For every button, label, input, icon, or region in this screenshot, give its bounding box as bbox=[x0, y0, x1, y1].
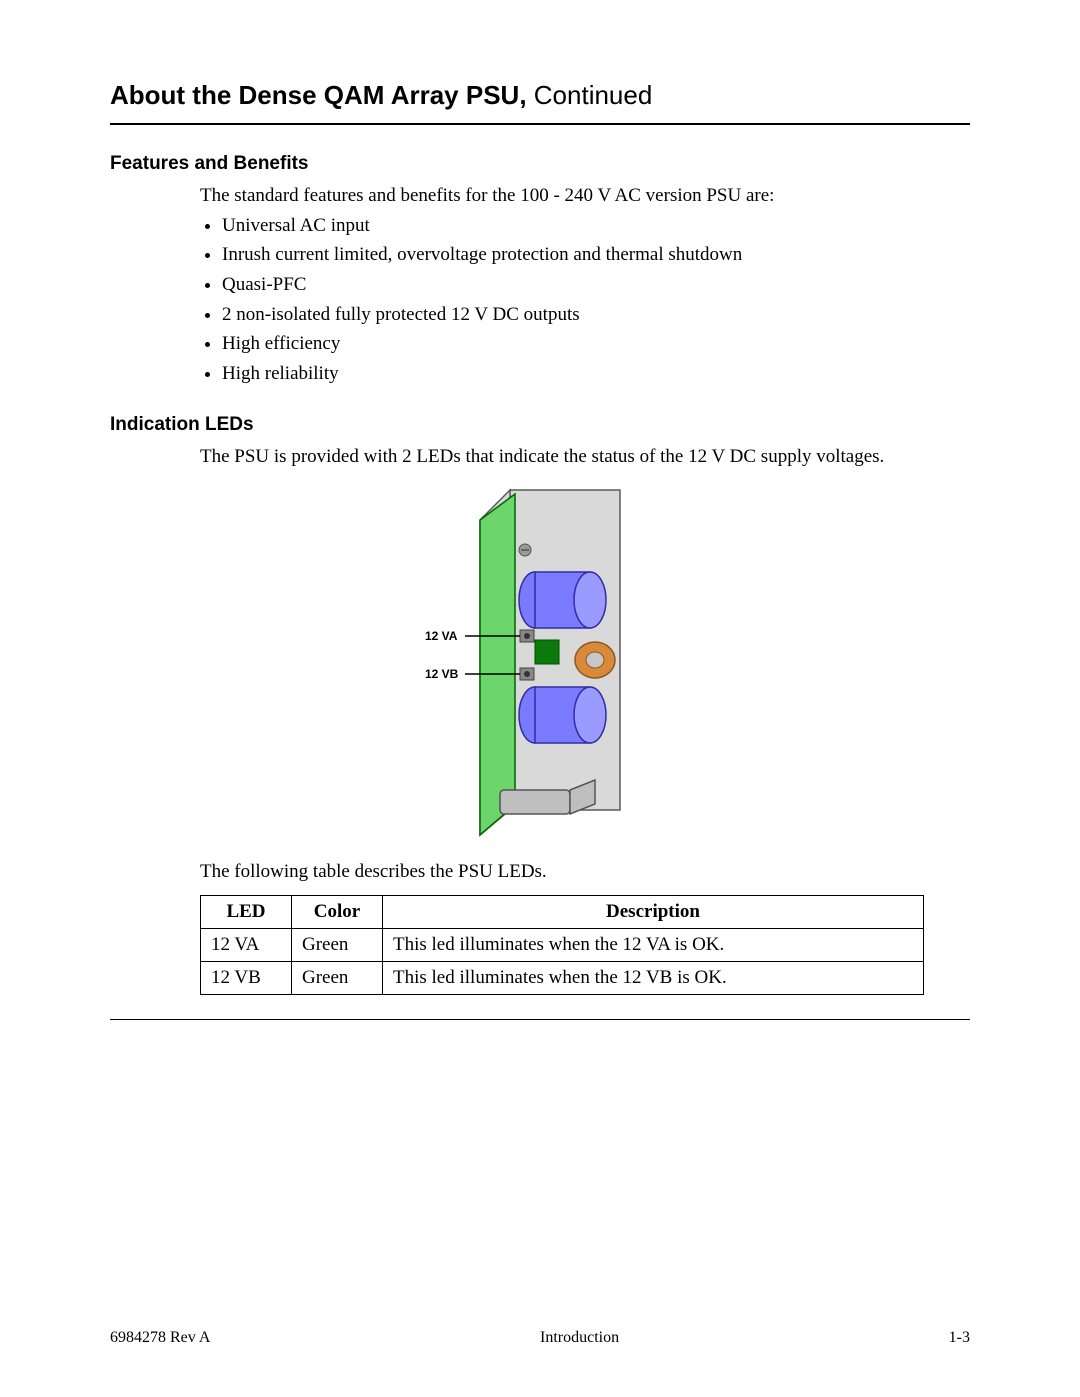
th-desc: Description bbox=[383, 895, 924, 928]
td: Green bbox=[292, 961, 383, 994]
leds-intro: The PSU is provided with 2 LEDs that ind… bbox=[200, 444, 970, 470]
list-item: Universal AC input bbox=[222, 213, 970, 239]
label-12va: 12 VA bbox=[425, 629, 458, 643]
footer-left: 6984278 Rev A bbox=[110, 1329, 210, 1347]
capacitors-bottom bbox=[519, 687, 606, 743]
th-color: Color bbox=[292, 895, 383, 928]
led-12va bbox=[520, 630, 534, 642]
page: About the Dense QAM Array PSU, Continued… bbox=[0, 0, 1080, 1397]
table-header-row: LED Color Description bbox=[201, 895, 924, 928]
page-title-suffix: Continued bbox=[527, 80, 653, 110]
td: 12 VA bbox=[201, 928, 292, 961]
psu-diagram-svg: 12 VA 12 VB bbox=[370, 480, 710, 840]
footer-right: 1-3 bbox=[949, 1329, 970, 1347]
led-12vb bbox=[520, 668, 534, 680]
features-intro: The standard features and benefits for t… bbox=[200, 183, 970, 209]
capacitors-top bbox=[519, 572, 606, 628]
table-row: 12 VA Green This led illuminates when th… bbox=[201, 928, 924, 961]
page-title-main: About the Dense QAM Array PSU, bbox=[110, 80, 527, 110]
list-item: Quasi-PFC bbox=[222, 272, 970, 298]
leds-heading: Indication LEDs bbox=[110, 414, 970, 436]
features-list: Universal AC input Inrush current limite… bbox=[200, 213, 970, 387]
table-row: 12 VB Green This led illuminates when th… bbox=[201, 961, 924, 994]
features-heading: Features and Benefits bbox=[110, 153, 970, 175]
table-intro: The following table describes the PSU LE… bbox=[200, 859, 970, 885]
list-item: 2 non-isolated fully protected 12 V DC o… bbox=[222, 302, 970, 328]
coil bbox=[575, 642, 615, 678]
list-item: High efficiency bbox=[222, 331, 970, 357]
td: Green bbox=[292, 928, 383, 961]
td: 12 VB bbox=[201, 961, 292, 994]
list-item: High reliability bbox=[222, 361, 970, 387]
th-led: LED bbox=[201, 895, 292, 928]
footer-center: Introduction bbox=[540, 1329, 619, 1347]
psu-diagram: 12 VA 12 VB bbox=[110, 480, 970, 845]
td: This led illuminates when the 12 VA is O… bbox=[383, 928, 924, 961]
bottom-rule bbox=[110, 1019, 970, 1020]
led-table: LED Color Description 12 VA Green This l… bbox=[200, 895, 924, 995]
footer: 6984278 Rev A Introduction 1-3 bbox=[110, 1329, 970, 1347]
page-title: About the Dense QAM Array PSU, Continued bbox=[110, 80, 970, 111]
td: This led illuminates when the 12 VB is O… bbox=[383, 961, 924, 994]
led-block bbox=[535, 640, 559, 664]
title-rule bbox=[110, 123, 970, 125]
label-12vb: 12 VB bbox=[425, 667, 459, 681]
list-item: Inrush current limited, overvoltage prot… bbox=[222, 242, 970, 268]
features-body: The standard features and benefits for t… bbox=[200, 183, 970, 386]
